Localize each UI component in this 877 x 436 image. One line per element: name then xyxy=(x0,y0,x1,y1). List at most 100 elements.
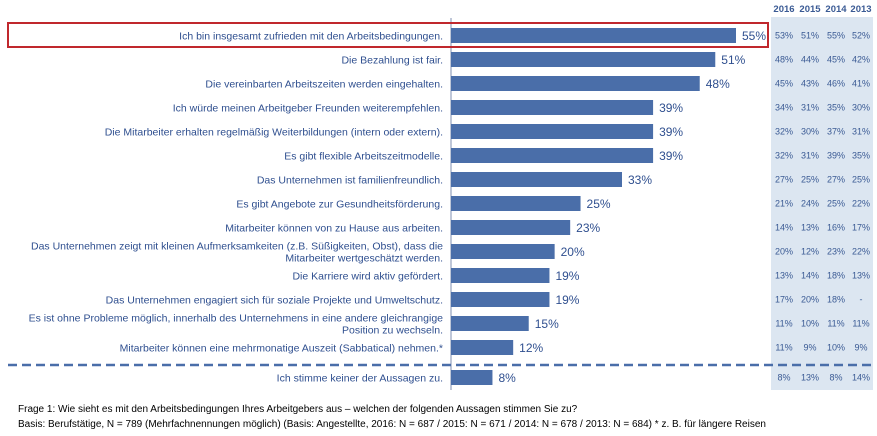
history-value: 18% xyxy=(827,295,845,305)
value-label: 51% xyxy=(721,53,745,67)
highlight-box xyxy=(7,22,769,48)
bar xyxy=(451,196,581,211)
bar xyxy=(451,244,555,259)
bar xyxy=(451,52,716,67)
history-value: 13% xyxy=(801,373,819,383)
history-value: 55% xyxy=(827,31,845,41)
history-value: 32% xyxy=(775,127,793,137)
history-value: 44% xyxy=(801,55,819,65)
value-label: 19% xyxy=(555,269,579,283)
value-label: 39% xyxy=(659,101,683,115)
category-label: Es ist ohne Probleme möglich, innerhalb … xyxy=(29,313,444,337)
bar xyxy=(451,124,654,139)
history-value: 13% xyxy=(801,223,819,233)
history-value: 8% xyxy=(829,373,842,383)
history-value: 45% xyxy=(827,55,845,65)
value-label: 55% xyxy=(742,29,766,43)
category-label: Die Bezahlung ist fair. xyxy=(341,55,443,67)
category-label: Ich würde meinen Arbeitgeber Freunden we… xyxy=(173,103,443,115)
history-value: 31% xyxy=(801,103,819,113)
category-label: Es gibt Angebote zur Gesundheitsförderun… xyxy=(236,199,443,211)
history-value: 17% xyxy=(852,223,870,233)
category-label: Die vereinbarten Arbeitszeiten werden ei… xyxy=(205,79,443,91)
history-value: 52% xyxy=(852,31,870,41)
history-value: 14% xyxy=(852,373,870,383)
history-value: 22% xyxy=(852,247,870,257)
category-label: Das Unternehmen ist familienfreundlich. xyxy=(257,175,443,187)
year-header-2016: 2016 xyxy=(773,4,794,15)
value-label: 19% xyxy=(555,293,579,307)
value-label: 39% xyxy=(659,125,683,139)
value-label: 8% xyxy=(498,371,516,385)
history-value: 11% xyxy=(852,319,869,329)
category-label: Ich stimme keiner der Aussagen zu. xyxy=(277,373,443,385)
history-value: 39% xyxy=(827,151,845,161)
bar xyxy=(451,292,550,307)
history-value: 41% xyxy=(852,79,870,89)
history-value: 24% xyxy=(801,199,819,209)
history-value: 45% xyxy=(775,79,793,89)
value-label: 20% xyxy=(561,245,585,259)
history-value: 48% xyxy=(775,55,793,65)
history-panel xyxy=(771,17,873,390)
history-value: 13% xyxy=(852,271,870,281)
history-value: 8% xyxy=(777,373,790,383)
bar xyxy=(451,28,736,43)
category-label: Mitarbeiter können eine mehrmonatige Aus… xyxy=(120,343,443,355)
bar-chart: 2016 2015 2014 2013 Ich bin insgesamt zufrie… xyxy=(7,4,873,390)
category-label-line: Position zu wechseln. xyxy=(342,325,443,337)
category-label-line: Es ist ohne Probleme möglich, innerhalb … xyxy=(29,313,444,325)
value-label: 39% xyxy=(659,149,683,163)
history-value: 53% xyxy=(775,31,793,41)
bar xyxy=(451,172,622,187)
category-label: Die Mitarbeiter erhalten regelmäßig Weit… xyxy=(105,127,443,139)
year-header-2014: 2014 xyxy=(825,4,847,15)
history-value: 31% xyxy=(852,127,870,137)
footnote-question: Frage 1: Wie sieht es mit den Arbeitsbed… xyxy=(18,404,578,415)
history-value: 27% xyxy=(775,175,793,185)
history-value: 42% xyxy=(852,55,870,65)
category-label-line: Mitarbeiter wertgeschätzt werden. xyxy=(285,253,443,265)
history-value: 11% xyxy=(775,343,792,353)
history-value: 11% xyxy=(775,319,792,329)
value-label: 48% xyxy=(706,77,730,91)
category-label: Mitarbeiter können von zu Hause aus arbe… xyxy=(225,223,443,235)
bar xyxy=(451,148,654,163)
history-value: 14% xyxy=(801,271,819,281)
category-label: Das Unternehmen zeigt mit kleinen Aufmer… xyxy=(31,241,443,265)
history-value: 11% xyxy=(827,319,844,329)
category-label: Ich bin insgesamt zufrieden mit den Arbe… xyxy=(179,31,443,43)
value-label: 33% xyxy=(628,173,652,187)
bar xyxy=(451,220,571,235)
category-label: Das Unternehmen engagiert sich für sozia… xyxy=(106,295,443,307)
history-value: 13% xyxy=(775,271,793,281)
history-value: 25% xyxy=(852,175,870,185)
history-value: - xyxy=(860,295,863,305)
bar xyxy=(451,370,493,385)
history-value: 25% xyxy=(827,199,845,209)
history-value: 20% xyxy=(775,247,793,257)
history-value: 18% xyxy=(827,271,845,281)
history-value: 9% xyxy=(854,343,867,353)
history-value: 17% xyxy=(775,295,793,305)
history-value: 27% xyxy=(827,175,845,185)
category-label: Die Karriere wird aktiv gefördert. xyxy=(292,271,443,283)
value-label: 12% xyxy=(519,341,543,355)
history-value: 35% xyxy=(852,151,870,161)
history-value: 14% xyxy=(775,223,793,233)
footnote-basis: Basis: Berufstätige, N = 789 (Mehrfachne… xyxy=(18,419,766,430)
category-label: Es gibt flexible Arbeitszeitmodelle. xyxy=(284,151,443,163)
history-value: 20% xyxy=(801,295,819,305)
bar xyxy=(451,76,700,91)
history-value: 30% xyxy=(852,103,870,113)
history-value: 34% xyxy=(775,103,793,113)
history-value: 22% xyxy=(852,199,870,209)
history-value: 35% xyxy=(827,103,845,113)
history-value: 10% xyxy=(827,343,845,353)
history-value: 51% xyxy=(801,31,819,41)
history-value: 46% xyxy=(827,79,845,89)
value-label: 25% xyxy=(587,197,611,211)
history-value: 16% xyxy=(827,223,845,233)
category-label-line: Das Unternehmen zeigt mit kleinen Aufmer… xyxy=(31,241,443,253)
value-label: 23% xyxy=(576,221,600,235)
